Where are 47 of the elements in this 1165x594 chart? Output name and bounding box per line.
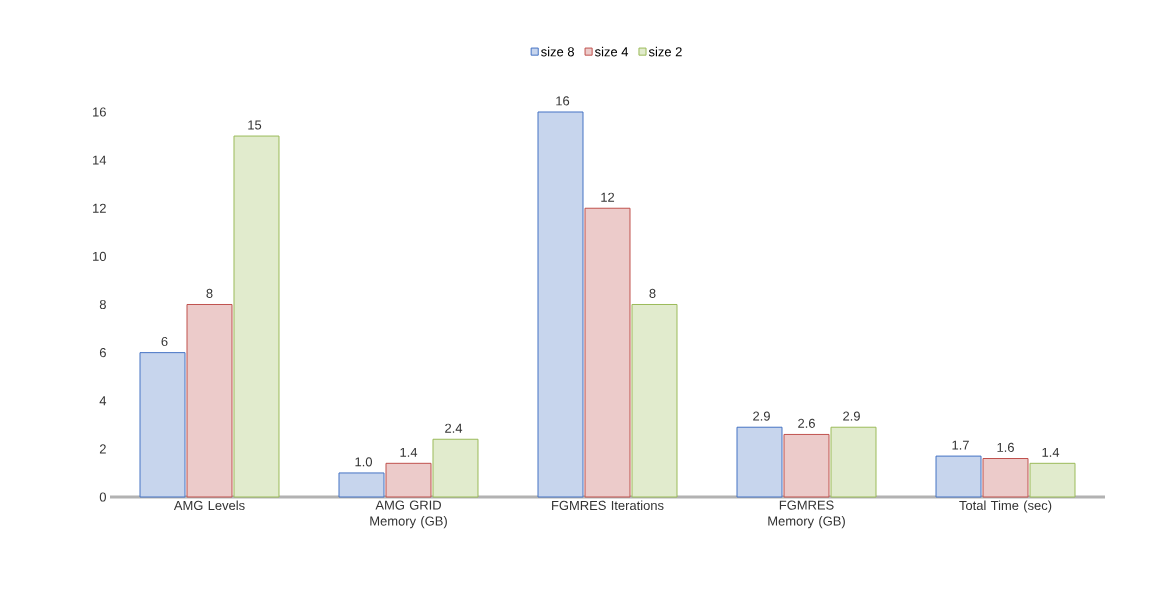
data-label: 6 <box>161 336 168 347</box>
data-label: 1.4 <box>1042 447 1060 457</box>
data-label: 1.7 <box>952 440 969 450</box>
bar <box>338 472 385 498</box>
bar <box>584 207 631 498</box>
y-tick-label: 0 <box>99 492 106 502</box>
bar <box>982 458 1029 498</box>
data-label: 2.9 <box>843 411 860 421</box>
bar <box>537 111 584 498</box>
data-label: 2.4 <box>445 423 463 433</box>
legend-label: size 8 <box>541 46 574 57</box>
legend-label: size 4 <box>594 46 629 57</box>
data-label: 8 <box>206 288 213 298</box>
y-tick-label: 8 <box>99 299 106 310</box>
y-tick-label: 2 <box>99 444 106 454</box>
bar <box>139 352 186 498</box>
bar <box>233 135 280 498</box>
y-tick-label: 4 <box>99 396 107 406</box>
data-label: 8 <box>649 288 656 298</box>
y-tick-label: 10 <box>93 251 106 261</box>
bar <box>783 433 830 498</box>
data-label: 2.6 <box>798 418 815 428</box>
x-tick-label: AMG Levels <box>173 500 245 511</box>
y-tick-label: 16 <box>93 107 106 117</box>
bar <box>935 455 982 498</box>
x-tick-label: AMG GRID Memory (GB) <box>370 500 447 529</box>
bar <box>432 438 479 498</box>
bar <box>736 426 783 498</box>
data-label: 12 <box>601 192 615 202</box>
y-tick-label: 14 <box>93 155 107 165</box>
bar <box>830 426 877 498</box>
x-tick-label: FGMRES Iterations <box>552 500 664 511</box>
x-tick-label: FGMRES Memory (GB) <box>768 500 845 529</box>
bar <box>385 462 432 498</box>
data-label: 1.0 <box>355 457 372 467</box>
bar <box>1029 462 1076 498</box>
data-label: 1.4 <box>400 447 418 457</box>
data-label: 1.6 <box>997 442 1014 452</box>
data-label: 15 <box>248 120 262 130</box>
bar <box>631 304 678 498</box>
y-tick-label: 12 <box>93 203 106 213</box>
legend-label: size 2 <box>648 46 682 57</box>
x-tick-label: Total Time (sec) <box>959 500 1052 513</box>
data-label: 2.9 <box>753 411 770 421</box>
bar <box>186 304 233 498</box>
data-label: 16 <box>556 96 570 106</box>
y-tick-label: 6 <box>99 348 106 358</box>
